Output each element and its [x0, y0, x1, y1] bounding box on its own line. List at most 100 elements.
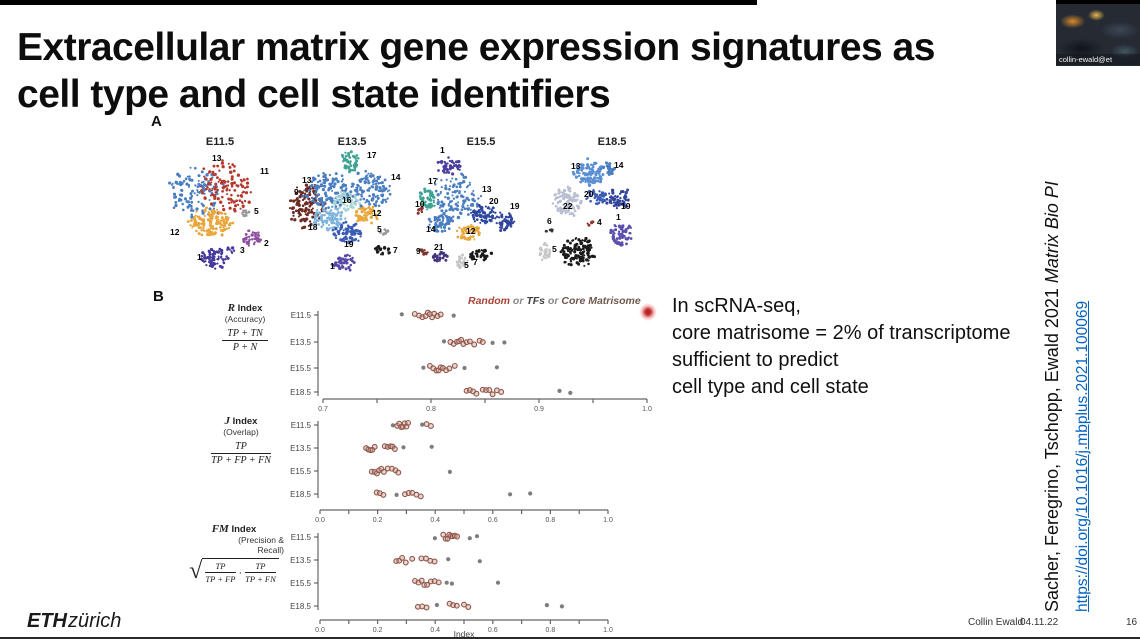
svg-text:12: 12 [372, 208, 382, 218]
annotation-line4: cell type and cell state [672, 376, 869, 398]
svg-text:5: 5 [464, 260, 469, 270]
data-point-control [528, 491, 533, 496]
data-point-core-matrisome [418, 577, 425, 584]
svg-text:0.6: 0.6 [488, 517, 498, 524]
data-point-core-matrisome [427, 423, 434, 429]
data-point-core-matrisome [399, 554, 406, 561]
svg-text:E15.5: E15.5 [290, 467, 311, 476]
tsne-cluster-10 [416, 206, 424, 215]
svg-text:E15.5: E15.5 [290, 579, 311, 588]
svg-text:1.0: 1.0 [603, 627, 613, 634]
slide-title-line1: Extracellular matrix gene expression sig… [17, 26, 935, 69]
data-point-core-matrisome [453, 602, 460, 609]
data-point-core-matrisome [465, 604, 472, 610]
j-index-title: J Index [224, 415, 258, 427]
data-point-core-matrisome [391, 446, 398, 452]
svg-text:E11.5: E11.5 [206, 136, 234, 148]
slide-title: Extracellular matrix gene expression sig… [17, 24, 935, 118]
svg-text:Index: Index [454, 629, 476, 639]
svg-text:11: 11 [260, 166, 269, 176]
data-point-control [447, 469, 452, 474]
tsne-cluster-19 [605, 188, 630, 210]
svg-text:19: 19 [344, 239, 354, 249]
data-point-core-matrisome [424, 581, 431, 588]
data-point-core-matrisome [437, 311, 444, 318]
svg-text:1.0: 1.0 [603, 517, 613, 524]
svg-text:E18.5: E18.5 [290, 602, 311, 611]
tsne-cluster-13 [434, 172, 483, 220]
webcam-thumbnail[interactable]: collin-ewald@et [1056, 0, 1140, 66]
tsne-cluster-blob [559, 236, 597, 267]
svg-text:0.2: 0.2 [373, 517, 383, 524]
tsne-cluster-18 [313, 205, 347, 232]
tsne-cluster-9 [417, 248, 429, 256]
scatter-panel-1: E11.5 E13.5 E15.5 E18.5 0.0 0.2 0.4 0.6 0.8 1.0 [290, 419, 613, 524]
svg-text:16: 16 [342, 195, 352, 205]
svg-text:0.0: 0.0 [315, 517, 325, 524]
tsne-cluster-11 [200, 159, 252, 215]
data-point-core-matrisome [423, 604, 430, 611]
svg-text:1: 1 [197, 252, 202, 262]
data-point-core-matrisome [423, 555, 429, 562]
panel-b-label: B [153, 288, 164, 305]
data-point-control [477, 559, 482, 564]
svg-text:3: 3 [240, 245, 245, 255]
tsne-cluster-1 [436, 156, 462, 176]
data-point-control [444, 580, 449, 585]
svg-text:2: 2 [264, 238, 269, 248]
tsne-cluster-21 [431, 250, 449, 263]
svg-text:7: 7 [473, 257, 478, 267]
svg-text:0.8: 0.8 [546, 517, 556, 524]
svg-text:1: 1 [616, 212, 621, 222]
svg-text:7: 7 [393, 245, 398, 255]
fm-index-title: FM Index [211, 523, 257, 535]
svg-text:E11.5: E11.5 [291, 421, 312, 430]
svg-text:14: 14 [614, 160, 624, 170]
tsne-cluster-17 [340, 150, 360, 174]
svg-text:E11.5: E11.5 [291, 311, 312, 320]
svg-text:E13.5: E13.5 [290, 444, 311, 453]
data-point-control [420, 422, 425, 427]
data-point-core-matrisome [431, 558, 438, 565]
tsne-panel-E11.5: E11.5 13 11 9 12 5 2 3 1 [168, 136, 327, 270]
svg-text:17: 17 [367, 150, 377, 160]
tsne-cluster-12 [455, 223, 481, 241]
slide-title-line2: cell type and cell state identifiers [17, 73, 611, 116]
data-point-core-matrisome [454, 533, 461, 540]
data-point-control [434, 602, 439, 608]
svg-text:20: 20 [489, 196, 499, 206]
tsne-cluster-7 [373, 245, 391, 256]
data-point-core-matrisome [371, 443, 378, 450]
tsne-cluster-20 [585, 188, 607, 206]
tsne-cluster-3 [226, 246, 236, 254]
tsne-cluster-5 [378, 228, 390, 236]
data-point-control [399, 312, 404, 317]
scatter-panel-2: E11.5 E13.5 E15.5 E18.5 0.0 0.2 0.4 0.6 0.8 1.0 In… [290, 531, 613, 639]
data-point-core-matrisome [471, 341, 478, 348]
tsne-cluster-9 [288, 183, 327, 230]
legend-part: or [545, 295, 562, 307]
data-point-control [495, 580, 501, 585]
svg-text:19: 19 [621, 201, 631, 211]
tsne-cluster-12 [186, 206, 235, 237]
doi-link[interactable]: https://doi.org/10.1016/j.mbplus.2021.10… [1074, 300, 1091, 612]
fm-index-subtitle1: (Precision & [238, 535, 284, 545]
svg-text:E11.5: E11.5 [291, 533, 312, 542]
series-legend: Random or TFs or Core Matrisome [468, 295, 688, 307]
svg-text:0.9: 0.9 [534, 406, 544, 413]
svg-text:0.8: 0.8 [546, 627, 556, 634]
data-point-control [446, 557, 451, 562]
svg-text:9: 9 [294, 187, 299, 197]
eth-logo: ETHzürich [27, 610, 122, 632]
svg-text:13: 13 [212, 153, 222, 163]
svg-text:13: 13 [571, 161, 581, 171]
data-point-core-matrisome [417, 493, 424, 500]
svg-text:13: 13 [482, 184, 492, 194]
tsne-cluster-1 [331, 253, 356, 272]
data-point-core-matrisome [498, 389, 505, 395]
svg-text:19: 19 [510, 201, 520, 211]
data-point-control [401, 445, 406, 450]
laser-pointer-dot [639, 303, 657, 321]
svg-text:0.2: 0.2 [373, 627, 383, 634]
svg-text:E18.5: E18.5 [290, 490, 311, 499]
